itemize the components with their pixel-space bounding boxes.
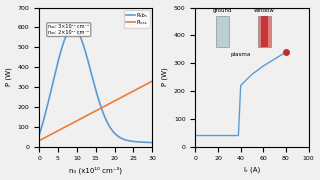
Pₐbₛ	[37, 134, 41, 137]
Pₗₒₛₛ	[37, 140, 41, 142]
Legend: Pₐbₛ, Pₗₒₛₛ: Pₐbₛ, Pₗₒₛₛ	[124, 10, 149, 28]
Text: nₐₑ: 3×10¹⁰ cm⁻³
nₐₑ: 2×10¹¹ cm⁻³: nₐₑ: 3×10¹⁰ cm⁻³ nₐₑ: 2×10¹¹ cm⁻³	[48, 24, 89, 35]
Pₗₒₛₛ	[119, 96, 123, 98]
X-axis label: n₀ (x10¹⁰ cm⁻³): n₀ (x10¹⁰ cm⁻³)	[69, 167, 122, 174]
Pₐbₛ	[51, 82, 55, 85]
FancyBboxPatch shape	[261, 16, 268, 46]
Y-axis label: P (W): P (W)	[162, 68, 168, 86]
Pₐbₛ	[119, 137, 123, 139]
Pₗₒₛₛ	[82, 116, 86, 118]
Pₗₒₛₛ	[51, 132, 55, 135]
Text: ground: ground	[213, 8, 232, 13]
Pₗₒₛₛ	[150, 80, 154, 82]
Pₐbₛ	[109, 127, 113, 129]
Text: window: window	[254, 8, 275, 13]
Pₐbₛ	[150, 141, 154, 144]
Pₗₒₛₛ	[108, 102, 112, 104]
Pₐbₛ	[71, 27, 75, 29]
Line: Pₗₒₛₛ: Pₗₒₛₛ	[39, 81, 152, 141]
Y-axis label: P (W): P (W)	[5, 68, 12, 86]
FancyBboxPatch shape	[258, 16, 271, 46]
FancyBboxPatch shape	[216, 16, 229, 46]
X-axis label: Iᵣ (A): Iᵣ (A)	[244, 167, 260, 174]
Pₗₒₛₛ	[119, 97, 123, 99]
Line: Pₐbₛ: Pₐbₛ	[39, 28, 152, 143]
Pₐbₛ	[82, 47, 86, 49]
Pₗₒₛₛ	[74, 120, 78, 122]
Pₐbₛ	[74, 29, 78, 31]
Text: plasma: plasma	[230, 52, 251, 57]
Pₐbₛ	[120, 137, 124, 140]
